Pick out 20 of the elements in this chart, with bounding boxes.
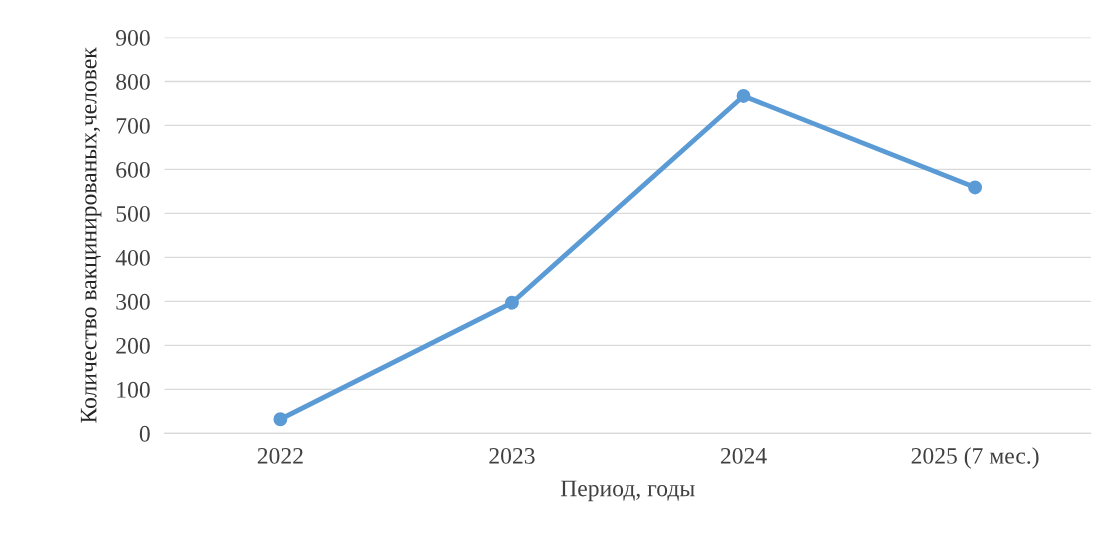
point	[736, 89, 751, 103]
y-tick-label: 0	[139, 425, 150, 442]
point	[504, 295, 519, 310]
y-tick-label: 900	[116, 29, 150, 46]
x-tick-label: 2022	[257, 447, 303, 464]
y-tick-label: 200	[116, 337, 150, 354]
y-axis-title: Количество вакцинированых,человек	[80, 47, 102, 423]
y-tick-label: 300	[116, 293, 150, 310]
y-tick-label: 700	[116, 117, 150, 134]
x-tick-label: 2023	[489, 447, 535, 464]
x-tick-label: 2024	[720, 447, 767, 464]
y-tick-label: 800	[116, 73, 150, 90]
y-tick-label: 400	[115, 249, 150, 266]
x-axis-title: Период, годы	[560, 480, 695, 502]
point	[968, 180, 983, 195]
y-tick-label: 500	[116, 205, 150, 222]
y-tick-label: 100	[117, 381, 150, 398]
point	[273, 412, 288, 427]
x-tick-label: 2025 (7 мес.)	[911, 447, 1039, 469]
y-tick-label: 600	[116, 161, 150, 178]
